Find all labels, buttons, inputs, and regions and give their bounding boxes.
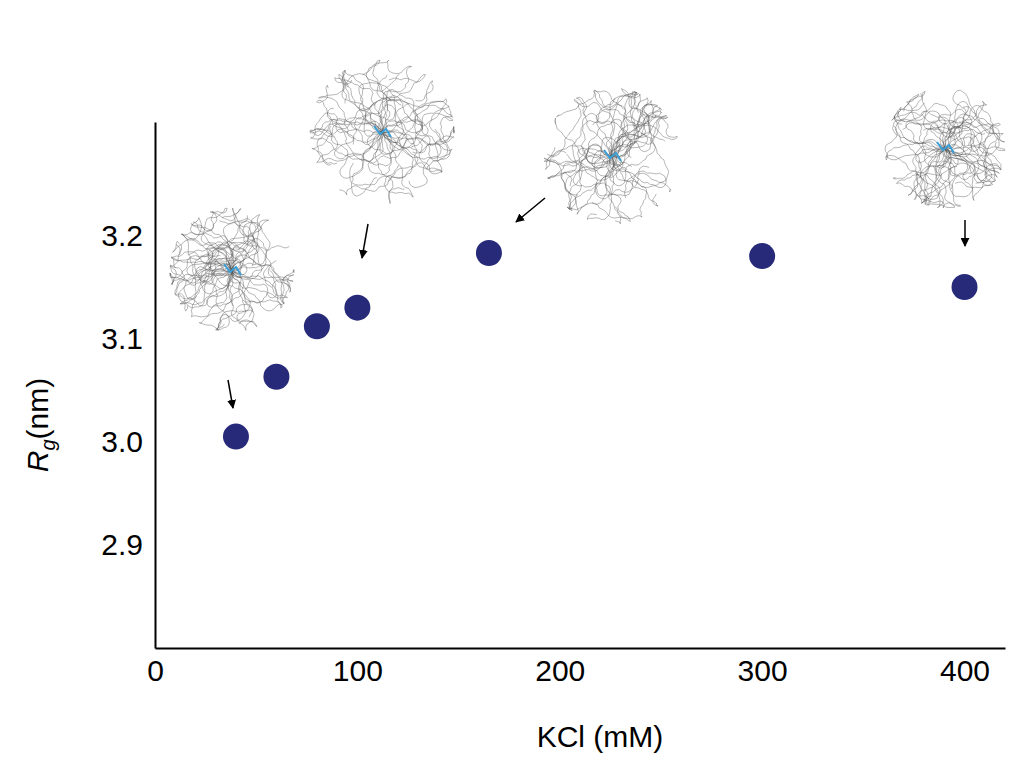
x-axis-line	[156, 648, 1006, 650]
chain	[318, 71, 382, 143]
chain	[587, 136, 632, 219]
point	[952, 274, 978, 300]
core	[604, 150, 621, 161]
point	[749, 243, 775, 269]
chain	[377, 75, 447, 133]
core	[937, 142, 954, 153]
chain	[565, 156, 614, 210]
chain	[612, 89, 645, 156]
chain	[914, 148, 957, 200]
x-tick: 0	[147, 648, 164, 687]
y-axis-title: Rg(nm)	[21, 378, 59, 472]
chain	[191, 211, 234, 270]
arrow	[228, 380, 233, 408]
chain	[612, 106, 669, 188]
chain	[362, 60, 411, 132]
core	[224, 264, 241, 275]
x-tick-label: 300	[738, 654, 788, 687]
chain	[343, 70, 382, 136]
chain	[922, 148, 953, 203]
core	[374, 126, 391, 137]
x-tick: 300	[738, 648, 788, 687]
chain	[346, 74, 400, 132]
x-axis: 0 100 200 300 400	[147, 648, 1005, 687]
y-tick-label: 3.2	[101, 219, 143, 252]
points	[223, 240, 978, 450]
chain	[935, 101, 986, 149]
chain	[310, 123, 382, 137]
chain	[382, 132, 413, 197]
chain	[898, 91, 945, 148]
x-tick: 400	[940, 648, 990, 687]
chain	[380, 126, 454, 154]
y-tick-label: 3.0	[101, 425, 143, 458]
arrow	[516, 198, 545, 222]
chain	[311, 130, 407, 163]
ensemble	[544, 89, 677, 224]
chain	[351, 132, 382, 196]
point	[476, 240, 502, 266]
chain	[366, 60, 391, 132]
point	[344, 295, 370, 321]
chain	[610, 108, 660, 156]
point	[223, 424, 249, 450]
x-axis-title: KCl (mM)	[537, 720, 664, 753]
chain	[327, 99, 415, 143]
chain	[916, 137, 978, 163]
chain	[936, 148, 987, 201]
chain	[610, 156, 667, 198]
chain	[229, 241, 262, 312]
chain	[586, 119, 632, 168]
chain	[382, 81, 433, 133]
chain	[175, 270, 241, 308]
ensemble-illustrations	[170, 60, 1005, 330]
x-tick-label: 200	[535, 654, 585, 687]
chain	[545, 146, 612, 170]
ensemble	[885, 90, 1005, 208]
y-tick: 3.0	[101, 425, 155, 458]
x-tick-label: 0	[147, 654, 164, 687]
ensemble	[170, 208, 294, 330]
chain	[170, 265, 232, 294]
chain	[170, 244, 232, 285]
y-axis: 2.9 3.0 3.1 3.2	[101, 123, 155, 649]
chain	[178, 263, 232, 311]
x-tick-label: 100	[333, 654, 383, 687]
chain	[576, 97, 612, 156]
point	[263, 364, 289, 390]
chain	[593, 93, 639, 156]
y-tick-label: 2.9	[101, 528, 143, 561]
arrow	[362, 224, 368, 258]
y-axis-line	[155, 123, 157, 649]
chain	[382, 120, 442, 182]
y-tick: 3.1	[101, 322, 155, 355]
y-tick-label: 3.1	[101, 322, 143, 355]
x-tick: 100	[333, 648, 383, 687]
chain	[232, 270, 282, 308]
chain	[367, 103, 409, 153]
chain	[896, 121, 950, 208]
chain	[917, 147, 961, 208]
chain	[548, 121, 623, 179]
chain	[544, 154, 612, 195]
chain	[595, 156, 671, 199]
chain	[232, 208, 259, 270]
chart: 0 100 200 300 400 2.9 3.0 3.1 3.2 KCl (mM) Rg(nm)	[0, 0, 1010, 761]
chain	[382, 113, 453, 161]
chain	[232, 265, 294, 304]
point	[304, 313, 330, 339]
x-tick-label: 400	[940, 654, 990, 687]
y-tick: 2.9	[101, 528, 155, 561]
ensemble	[310, 60, 454, 204]
chain	[943, 105, 1005, 148]
chain	[886, 148, 945, 178]
chain	[582, 98, 616, 163]
y-tick: 3.2	[101, 219, 155, 252]
chain	[207, 235, 257, 272]
arrow	[964, 220, 966, 246]
x-tick: 200	[535, 648, 585, 687]
chain	[592, 156, 647, 219]
chain	[382, 132, 452, 187]
chain	[547, 99, 615, 156]
